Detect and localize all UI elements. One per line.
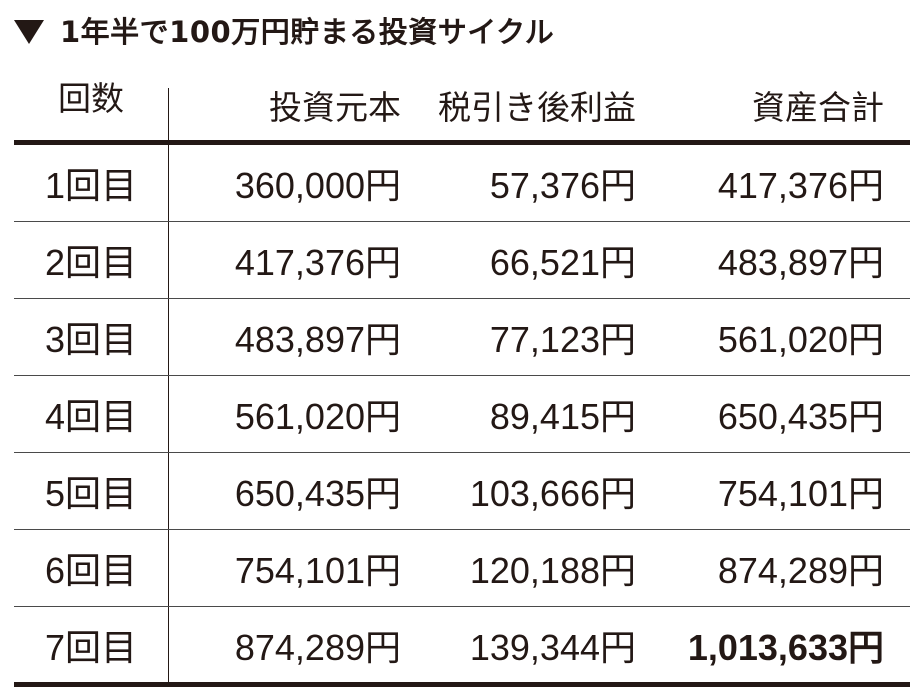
table-row: 6回目 754,101円 120,188円 874,289円	[14, 530, 910, 607]
header-principal: 投資元本	[269, 88, 401, 127]
header-round: 回数	[14, 79, 169, 140]
investment-table: 回数 投資元本 税引き後利益 資産合計 1回目 360,000円 57,376円…	[14, 70, 910, 687]
total-cell: 417,376円	[717, 165, 884, 206]
total-cell: 650,435円	[717, 396, 884, 437]
round-cell: 6回目	[14, 530, 169, 606]
profit-cell: 57,376円	[489, 165, 636, 206]
total-cell: 754,101円	[717, 473, 884, 514]
total-cell: 874,289円	[717, 550, 884, 591]
table-row: 7回目 874,289円 139,344円 1,013,633円	[14, 607, 910, 687]
table-row: 1回目 360,000円 57,376円 417,376円	[14, 145, 910, 222]
header-total: 資産合計	[752, 88, 884, 127]
principal-cell: 561,020円	[234, 396, 401, 437]
title-text: 1年半で100万円貯まる投資サイクル	[60, 15, 555, 49]
table-row: 5回目 650,435円 103,666円 754,101円	[14, 453, 910, 530]
round-cell: 4回目	[14, 376, 169, 452]
header-profit: 税引き後利益	[438, 88, 636, 127]
table-row: 3回目 483,897円 77,123円 561,020円	[14, 299, 910, 376]
principal-cell: 360,000円	[234, 165, 401, 206]
header-round-label: 回数	[58, 79, 124, 118]
principal-cell: 483,897円	[234, 319, 401, 360]
round-cell: 2回目	[14, 222, 169, 298]
principal-cell: 874,289円	[234, 626, 401, 668]
profit-cell: 66,521円	[489, 242, 636, 283]
total-cell-final: 1,013,633円	[687, 626, 884, 668]
profit-cell: 139,344円	[469, 626, 636, 668]
principal-cell: 754,101円	[234, 550, 401, 591]
principal-cell: 650,435円	[234, 473, 401, 514]
profit-cell: 103,666円	[469, 473, 636, 514]
table-row: 4回目 561,020円 89,415円 650,435円	[14, 376, 910, 453]
total-cell: 561,020円	[717, 319, 884, 360]
round-cell: 3回目	[14, 299, 169, 375]
profit-cell: 77,123円	[489, 319, 636, 360]
total-cell: 483,897円	[717, 242, 884, 283]
round-cell: 5回目	[14, 453, 169, 529]
page-title: 1年半で100万円貯まる投資サイクル	[14, 8, 554, 52]
profit-cell: 89,415円	[489, 396, 636, 437]
table-header: 回数 投資元本 税引き後利益 資産合計	[14, 70, 910, 145]
round-cell: 1回目	[14, 145, 169, 221]
triangle-down-icon	[14, 19, 44, 44]
round-cell: 7回目	[14, 607, 169, 682]
principal-cell: 417,376円	[234, 242, 401, 283]
table-row: 2回目 417,376円 66,521円 483,897円	[14, 222, 910, 299]
profit-cell: 120,188円	[469, 550, 636, 591]
